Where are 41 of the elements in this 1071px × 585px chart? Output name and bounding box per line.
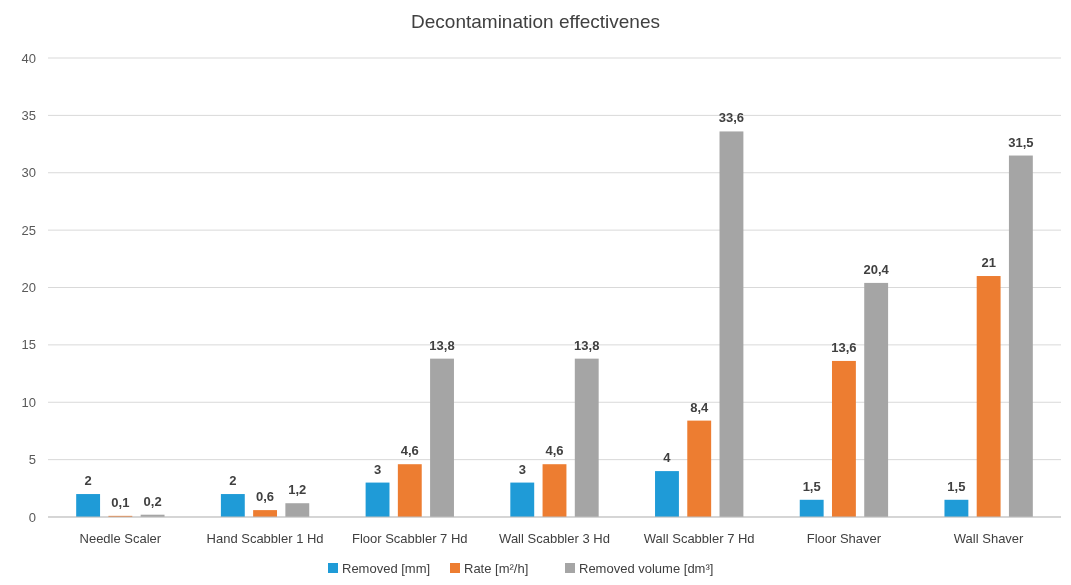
- data-label: 0,2: [143, 493, 162, 509]
- legend-label: Removed volume [dm³]: [579, 561, 714, 576]
- y-tick-label: 5: [28, 452, 36, 468]
- legend-label: Removed [mm]: [342, 561, 431, 576]
- y-tick-label: 25: [21, 222, 36, 238]
- y-tick-label: 40: [21, 50, 36, 66]
- y-tick-label: 35: [21, 107, 36, 123]
- data-label: 1,5: [802, 478, 821, 494]
- data-label: 4,6: [545, 443, 564, 459]
- chart-title: Decontamination effectivenes: [411, 11, 660, 32]
- x-tick-label: Wall Scabbler 3 Hd: [499, 531, 610, 546]
- x-tick-label: Wall Scabbler 7 Hd: [643, 531, 755, 546]
- data-label: 21: [981, 255, 996, 271]
- x-tick-label: Wall Shaver: [953, 531, 1025, 546]
- data-label: 13,8: [574, 337, 600, 353]
- data-label: 31,5: [1008, 134, 1034, 150]
- y-tick-label: 20: [21, 280, 36, 295]
- y-tick-label: 30: [21, 165, 36, 181]
- data-label: 0,6: [256, 489, 275, 505]
- x-tick-label: Needle Scaler: [79, 531, 162, 546]
- legend-label: Rate [m²/h]: [464, 561, 529, 576]
- data-label: 1,5: [947, 478, 966, 494]
- data-label: 1,2: [288, 482, 307, 498]
- y-tick-label: 15: [21, 337, 36, 353]
- data-label: 13,8: [429, 337, 455, 353]
- data-label: 4,6: [400, 443, 419, 459]
- x-tick-label: Floor Scabbler 7 Hd: [351, 531, 468, 546]
- data-label: 20,4: [863, 261, 890, 277]
- data-label: 4: [663, 450, 672, 466]
- data-label: 13,6: [831, 339, 857, 355]
- y-tick-label: 10: [21, 394, 36, 410]
- data-label: 0,1: [111, 494, 130, 510]
- data-label: 2: [84, 473, 92, 489]
- data-label: 33,6: [718, 110, 745, 126]
- y-tick-label: 0: [28, 509, 36, 525]
- data-label: 2: [229, 473, 237, 489]
- x-tick-label: Hand Scabbler 1 Hd: [206, 531, 324, 546]
- data-label: 3: [373, 461, 382, 477]
- data-label: 3: [518, 461, 526, 477]
- x-tick-label: Floor Shaver: [806, 531, 882, 546]
- data-label: 8,4: [690, 399, 710, 415]
